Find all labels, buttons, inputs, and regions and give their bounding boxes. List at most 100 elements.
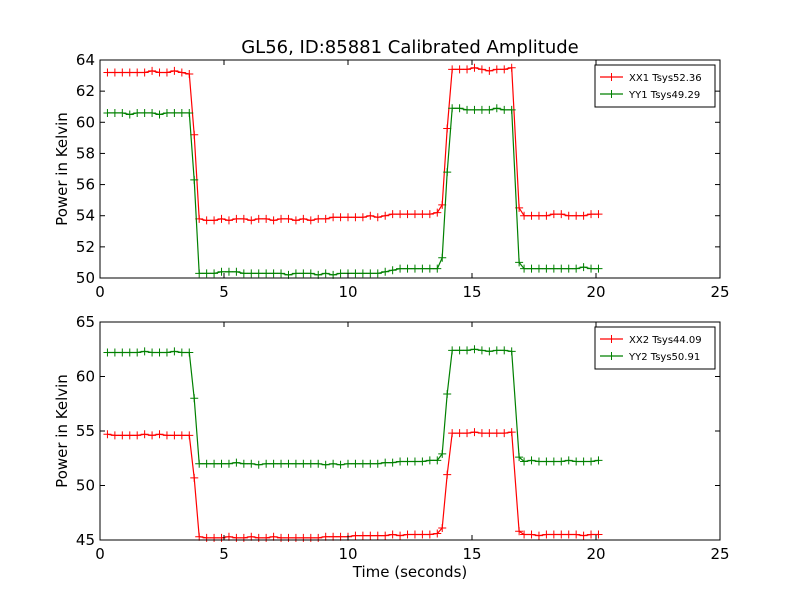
y-tick-label: 50	[76, 269, 95, 287]
data-point	[185, 431, 194, 440]
data-point	[507, 63, 516, 72]
data-point	[381, 458, 390, 467]
data-point	[455, 429, 464, 438]
data-point	[358, 459, 367, 468]
data-point	[448, 65, 457, 74]
data-point	[534, 457, 543, 466]
data-point	[239, 459, 248, 468]
data-point	[314, 459, 323, 468]
data-point	[351, 531, 360, 540]
y-tick-label: 52	[76, 238, 95, 256]
data-point	[103, 108, 112, 117]
data-point	[485, 66, 494, 75]
data-point	[306, 459, 315, 468]
data-point	[202, 216, 211, 225]
data-point	[572, 264, 581, 273]
data-point	[425, 264, 434, 273]
figure-title: GL56, ID:85881 Calibrated Amplitude	[241, 37, 579, 58]
y-tick-label: 50	[76, 477, 95, 495]
data-point	[507, 347, 516, 356]
data-point	[190, 473, 199, 482]
data-point	[125, 348, 134, 357]
data-point	[520, 457, 529, 466]
data-point	[110, 68, 119, 77]
data-point	[351, 213, 360, 222]
data-point	[351, 459, 360, 468]
legend-marker	[607, 352, 616, 360]
data-point	[254, 460, 263, 469]
data-point	[344, 213, 352, 222]
data-point	[542, 457, 551, 466]
legend-label: YY2 Tsys50.91	[628, 352, 700, 363]
data-point	[306, 269, 315, 278]
data-point	[185, 108, 194, 117]
data-point	[284, 214, 293, 223]
data-point	[425, 210, 434, 219]
x-tick-label: 5	[219, 283, 229, 301]
data-point	[477, 429, 486, 438]
data-point	[443, 124, 452, 133]
data-point	[217, 214, 226, 223]
data-point	[564, 456, 573, 465]
data-point	[155, 68, 164, 77]
data-point	[103, 348, 112, 357]
data-point	[477, 65, 486, 74]
data-point	[515, 453, 524, 462]
data-point	[321, 532, 330, 541]
data-point	[148, 66, 157, 75]
data-point	[358, 531, 367, 540]
data-point	[177, 68, 186, 77]
data-point	[103, 430, 112, 439]
data-point	[418, 530, 427, 539]
x-axis-label: Time (seconds)	[352, 563, 468, 581]
data-point	[269, 216, 278, 225]
data-point	[162, 348, 171, 357]
data-point	[366, 269, 375, 278]
data-point	[277, 214, 286, 223]
data-point	[306, 216, 315, 225]
x-tick-label: 25	[710, 283, 729, 301]
data-point	[247, 532, 256, 541]
data-point	[247, 459, 256, 468]
data-point	[443, 389, 452, 398]
data-point	[388, 210, 397, 219]
data-point	[438, 253, 447, 262]
data-point	[388, 458, 397, 467]
x-tick-label: 10	[338, 545, 357, 563]
data-point	[185, 348, 194, 357]
y-tick-label: 55	[76, 422, 95, 440]
x-tick-label: 5	[219, 545, 229, 563]
legend-label: YY1 Tsys49.29	[628, 90, 700, 101]
data-point	[433, 529, 442, 538]
data-point	[140, 430, 149, 439]
data-point	[195, 269, 204, 278]
data-point	[500, 429, 509, 438]
data-point	[507, 428, 516, 437]
data-point	[110, 431, 119, 440]
data-point	[155, 110, 164, 119]
data-point	[202, 269, 211, 278]
y-tick-label: 60	[76, 368, 95, 386]
data-point	[534, 264, 543, 273]
data-point	[224, 267, 233, 276]
data-point	[125, 68, 134, 77]
y-tick-label: 45	[76, 531, 95, 549]
data-point	[492, 346, 501, 355]
data-point	[177, 431, 186, 440]
x-tick-label: 20	[586, 283, 605, 301]
data-point	[373, 531, 382, 540]
data-point	[133, 431, 142, 440]
data-point	[162, 68, 171, 77]
data-point	[344, 459, 352, 468]
data-point	[542, 530, 551, 539]
data-point	[140, 108, 149, 117]
data-point	[162, 108, 171, 117]
data-point	[433, 208, 442, 217]
data-point	[148, 108, 157, 117]
y-tick-label: 58	[76, 144, 95, 162]
legend: XX2 Tsys44.09 YY2 Tsys50.91	[594, 326, 716, 370]
y-tick-label: 65	[76, 313, 95, 331]
data-point	[579, 457, 588, 466]
data-point	[433, 456, 442, 465]
